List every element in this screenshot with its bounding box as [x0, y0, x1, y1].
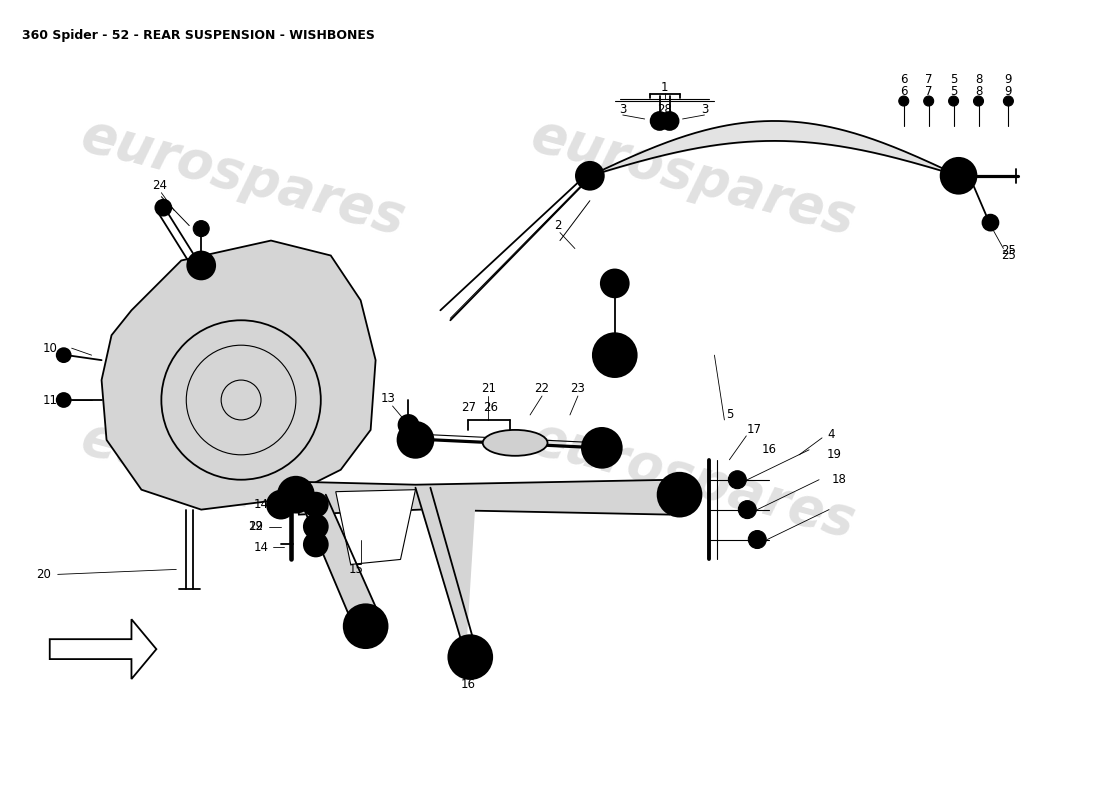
Circle shape: [650, 112, 669, 130]
Text: 21: 21: [481, 382, 496, 394]
Circle shape: [601, 270, 629, 298]
Polygon shape: [296, 480, 690, 514]
Circle shape: [661, 112, 679, 130]
Circle shape: [982, 214, 999, 230]
Circle shape: [194, 221, 209, 237]
Text: 13: 13: [381, 391, 396, 405]
Text: 14: 14: [253, 541, 268, 554]
Text: 19: 19: [826, 448, 842, 462]
Text: 15: 15: [349, 563, 363, 576]
Text: 29: 29: [249, 520, 264, 533]
Circle shape: [343, 604, 387, 648]
Text: 9: 9: [1004, 85, 1012, 98]
Circle shape: [748, 530, 767, 549]
Text: eurospares: eurospares: [525, 109, 860, 245]
Polygon shape: [296, 490, 386, 630]
Text: 2: 2: [554, 219, 562, 232]
Circle shape: [304, 514, 328, 538]
Text: 3: 3: [619, 102, 626, 115]
Text: 25: 25: [1001, 249, 1015, 262]
Text: 28: 28: [657, 102, 672, 115]
Text: 18: 18: [832, 474, 846, 486]
Circle shape: [304, 493, 328, 517]
Text: 6: 6: [900, 73, 908, 86]
Circle shape: [576, 162, 604, 190]
Circle shape: [738, 501, 757, 518]
Circle shape: [899, 96, 909, 106]
Text: 22: 22: [535, 382, 550, 394]
Circle shape: [304, 533, 328, 557]
Text: 25: 25: [1001, 244, 1015, 257]
Text: 16: 16: [761, 443, 777, 456]
Text: 5: 5: [726, 409, 733, 422]
Circle shape: [449, 635, 492, 679]
Text: 17: 17: [747, 423, 762, 436]
Text: 3: 3: [701, 102, 708, 115]
Text: 11: 11: [42, 394, 57, 406]
Polygon shape: [416, 488, 475, 654]
Circle shape: [278, 477, 314, 513]
Text: 20: 20: [36, 568, 52, 581]
Circle shape: [1003, 96, 1013, 106]
Text: 9: 9: [1004, 73, 1012, 86]
Text: 5: 5: [950, 85, 957, 98]
Text: 24: 24: [152, 179, 167, 192]
Circle shape: [57, 393, 70, 407]
Circle shape: [924, 96, 934, 106]
Text: eurospares: eurospares: [75, 109, 410, 245]
Circle shape: [398, 415, 418, 435]
Text: 8: 8: [975, 85, 982, 98]
Circle shape: [57, 348, 70, 362]
Circle shape: [155, 200, 172, 216]
Circle shape: [658, 473, 702, 517]
Text: 1: 1: [661, 81, 669, 94]
Text: 4: 4: [827, 428, 835, 442]
Circle shape: [974, 96, 983, 106]
Polygon shape: [336, 490, 416, 565]
Text: 8: 8: [975, 73, 982, 86]
Circle shape: [187, 251, 216, 279]
Text: 14: 14: [253, 498, 268, 511]
Text: eurospares: eurospares: [525, 411, 860, 548]
Text: 23: 23: [571, 382, 585, 394]
Circle shape: [728, 470, 746, 489]
Text: 7: 7: [925, 85, 933, 98]
Text: eurospares: eurospares: [75, 411, 410, 548]
Circle shape: [582, 428, 621, 468]
Polygon shape: [50, 619, 156, 679]
Text: 10: 10: [42, 342, 57, 354]
Circle shape: [593, 334, 637, 377]
Text: 5: 5: [950, 73, 957, 86]
Ellipse shape: [483, 430, 548, 456]
Text: 6: 6: [900, 85, 908, 98]
Circle shape: [945, 162, 972, 190]
Text: 16: 16: [461, 678, 476, 690]
Text: 26: 26: [483, 402, 497, 414]
Polygon shape: [101, 241, 375, 510]
Circle shape: [940, 158, 977, 194]
Circle shape: [948, 96, 958, 106]
Circle shape: [267, 490, 295, 518]
Circle shape: [397, 422, 433, 458]
Text: 360 Spider - 52 - REAR SUSPENSION - WISHBONES: 360 Spider - 52 - REAR SUSPENSION - WISH…: [22, 30, 375, 42]
Text: 7: 7: [925, 73, 933, 86]
Text: 27: 27: [461, 402, 476, 414]
Text: 12: 12: [249, 520, 264, 533]
